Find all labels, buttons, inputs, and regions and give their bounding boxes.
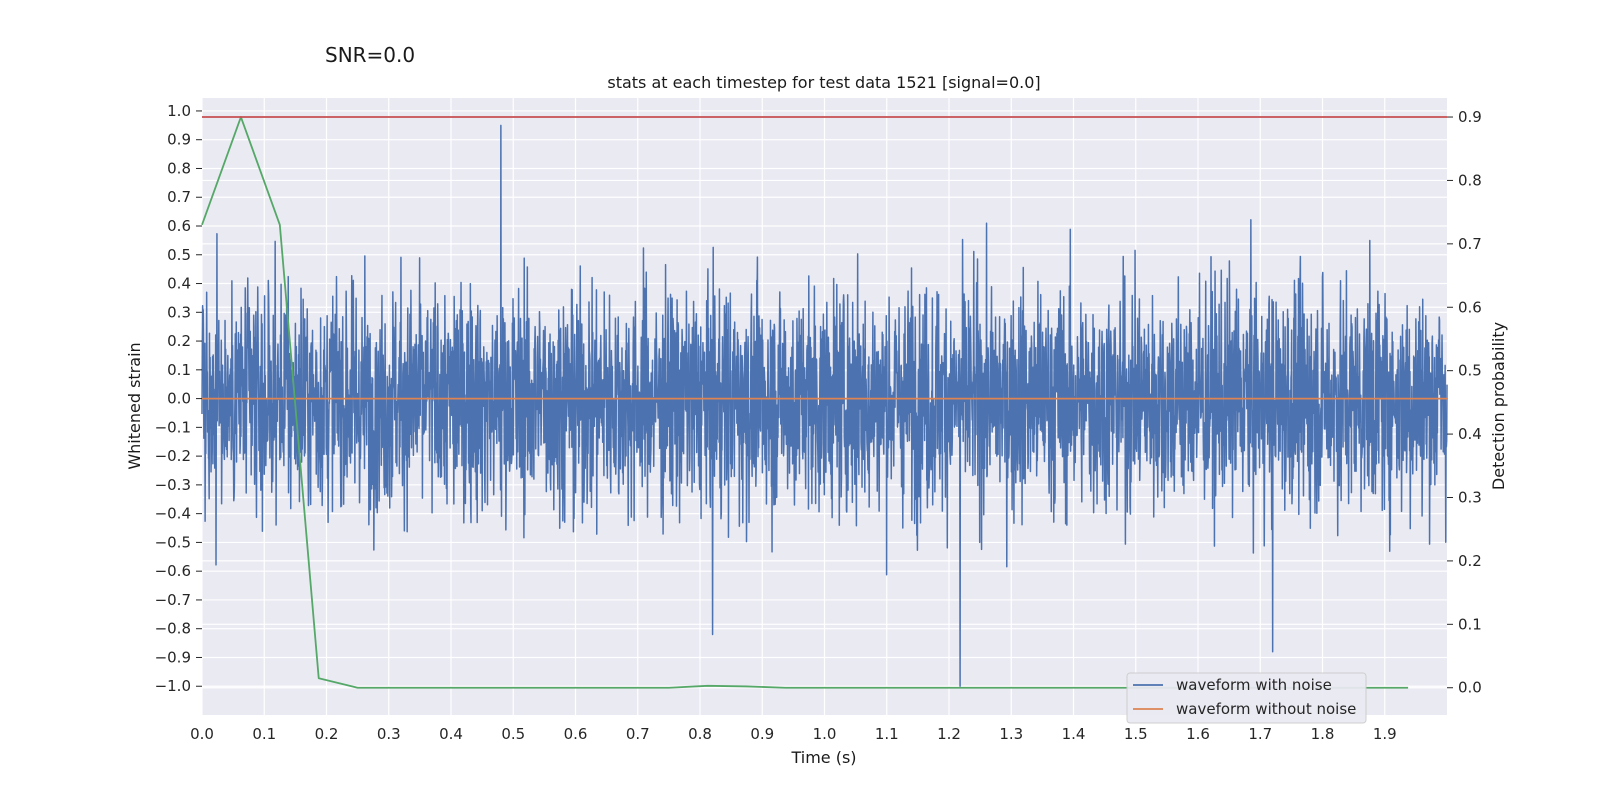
x-tick-label: 0.4 xyxy=(439,725,463,743)
y-tick-label-left: 0.8 xyxy=(167,159,191,177)
y-tick-label-left: −0.9 xyxy=(155,648,191,666)
x-tick-label: 1.9 xyxy=(1373,725,1397,743)
x-tick-label: 1.4 xyxy=(1062,725,1086,743)
x-tick-label: 0.8 xyxy=(688,725,712,743)
waveform-with-noise-line xyxy=(201,124,1448,687)
y-tick-label-right: 0.9 xyxy=(1458,108,1482,126)
legend-label-waveform-with-noise: waveform with noise xyxy=(1176,676,1332,694)
y-tick-label-right: 0.4 xyxy=(1458,425,1482,443)
y-tick-label-left: −0.3 xyxy=(155,476,191,494)
y-tick-label-left: 1.0 xyxy=(167,102,191,120)
y-tick-label-left: 0.4 xyxy=(167,275,191,293)
x-tick-label: 0.1 xyxy=(252,725,276,743)
y-tick-label-left: 0.9 xyxy=(167,131,191,149)
y-tick-label-right: 0.6 xyxy=(1458,298,1482,316)
y-tick-label-right: 0.0 xyxy=(1458,679,1482,697)
y-tick-label-left: 0.1 xyxy=(167,361,191,379)
x-tick-label: 1.8 xyxy=(1311,725,1335,743)
y-tick-label-left: 0.0 xyxy=(167,390,191,408)
y-tick-label-right: 0.2 xyxy=(1458,552,1482,570)
legend-box xyxy=(1126,672,1367,724)
y-tick-label-left: −0.1 xyxy=(155,418,191,436)
y-tick-label-right: 0.8 xyxy=(1458,171,1482,189)
y-tick-label-left: −1.0 xyxy=(155,677,191,695)
y-tick-label-left: −0.5 xyxy=(155,533,191,551)
y-tick-label-left: −0.4 xyxy=(155,505,191,523)
x-tick-label: 1.2 xyxy=(937,725,961,743)
y-tick-label-right: 0.3 xyxy=(1458,488,1482,506)
x-tick-label: 0.6 xyxy=(564,725,588,743)
x-tick-label: 1.5 xyxy=(1124,725,1148,743)
x-tick-label: 0.2 xyxy=(315,725,339,743)
y-tick-label-left: 0.3 xyxy=(167,303,191,321)
legend: waveform with noise waveform without noi… xyxy=(1126,672,1367,724)
x-tick-label: 1.1 xyxy=(875,725,899,743)
x-tick-label: 0.9 xyxy=(750,725,774,743)
x-tick-label: 0.5 xyxy=(501,725,525,743)
waveform-with-noise-path xyxy=(201,124,1448,687)
y-tick-label-left: −0.7 xyxy=(155,591,191,609)
y-tick-label-right: 0.5 xyxy=(1458,362,1482,380)
tick-labels: 0.0 0.1 0.2 0.3 0.4 0.5 0.6 0.7 0.8 0.9 1.0 1.1 1.2 1… xyxy=(155,102,1482,743)
y-tick-label-left: 0.6 xyxy=(167,217,191,235)
x-tick-label: 0.0 xyxy=(190,725,214,743)
y-tick-label-left: −0.2 xyxy=(155,447,191,465)
suptitle: SNR=0.0 xyxy=(325,43,415,67)
x-tick-label: 1.0 xyxy=(813,725,837,743)
y-tick-label-left: 0.7 xyxy=(167,188,191,206)
y-tick-label-right: 0.7 xyxy=(1458,235,1482,253)
x-tick-label: 1.3 xyxy=(999,725,1023,743)
y-axis-label-right: Detection probability xyxy=(1489,322,1508,490)
x-axis-label: Time (s) xyxy=(790,748,856,767)
chart-title: stats at each timestep for test data 152… xyxy=(607,73,1040,92)
x-tick-label: 0.3 xyxy=(377,725,401,743)
y-tick-label-left: 0.5 xyxy=(167,246,191,264)
y-tick-label-left: −0.6 xyxy=(155,562,191,580)
legend-label-waveform-without-noise: waveform without noise xyxy=(1176,700,1356,718)
y-tick-label-left: 0.2 xyxy=(167,332,191,350)
y-tick-label-left: −0.8 xyxy=(155,620,191,638)
y-axis-label-left: Whitened strain xyxy=(125,342,144,469)
x-tick-label: 1.6 xyxy=(1186,725,1210,743)
x-tick-label: 1.7 xyxy=(1248,725,1272,743)
x-tick-label: 0.7 xyxy=(626,725,650,743)
y-tick-label-right: 0.1 xyxy=(1458,615,1482,633)
